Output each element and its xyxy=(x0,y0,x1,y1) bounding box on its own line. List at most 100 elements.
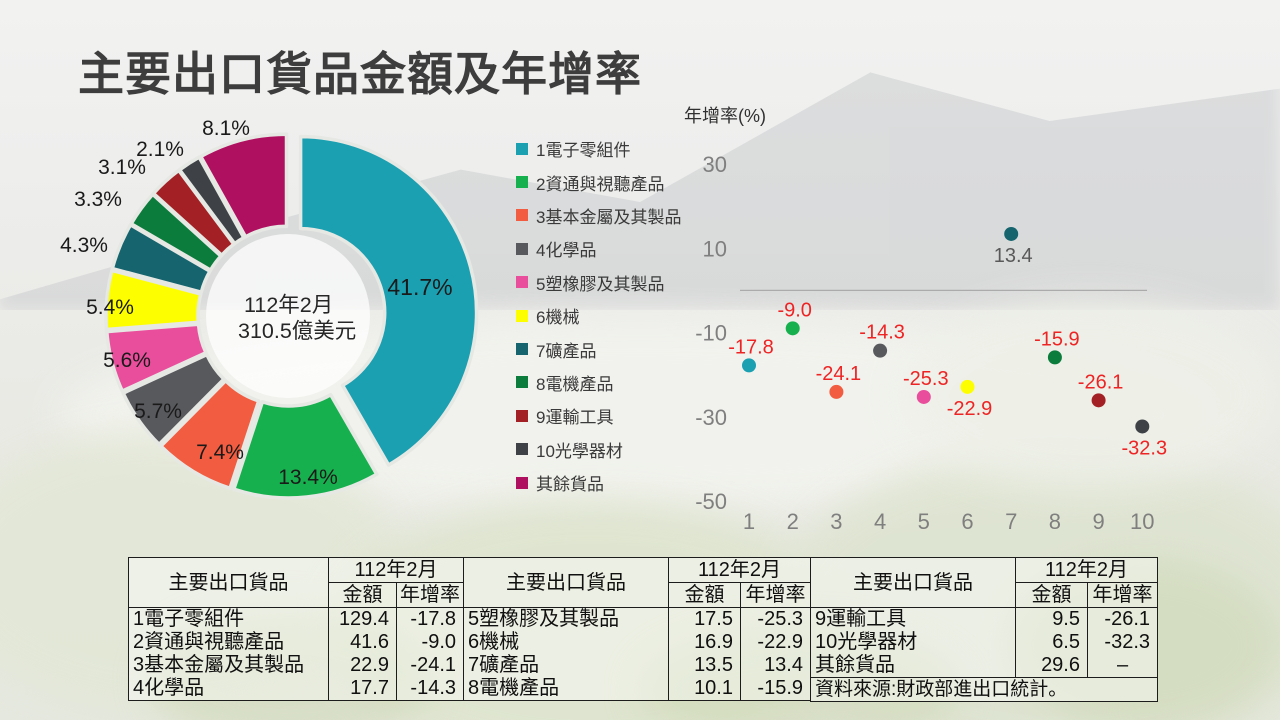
scatter-point xyxy=(785,321,800,336)
amount-cell: 29.6 xyxy=(1015,654,1088,678)
donut-slice xyxy=(121,352,226,447)
legend-label: 1電子零組件 xyxy=(536,141,631,161)
item-name-cell: 其餘貨品 xyxy=(810,654,1016,678)
x-tick-label: 4 xyxy=(874,509,886,534)
col-header-amount: 金額 xyxy=(1015,582,1088,608)
scatter-point xyxy=(742,358,756,373)
legend-item: 1電子零組件 xyxy=(516,132,681,165)
growth-rate-cell: -32.3 xyxy=(1087,631,1158,654)
table-row: 10光學器材 6.5 -32.3 xyxy=(810,631,1158,654)
table-row: 其餘貨品 29.6– xyxy=(810,654,1158,678)
legend-label: 6機械 xyxy=(536,308,580,328)
x-tick-label: 10 xyxy=(1130,509,1154,534)
col-header-rate: 年增率 xyxy=(1087,582,1158,608)
col-header-item: 主要出口貨品 xyxy=(463,557,669,608)
legend-label: 4化學品 xyxy=(536,241,597,261)
legend-item: 6機械 xyxy=(516,299,681,332)
y-tick-label: -50 xyxy=(695,489,727,514)
item-name-cell: 2資通與視聽產品 xyxy=(128,631,329,654)
scatter-point xyxy=(916,389,931,404)
y-tick-label: -30 xyxy=(695,405,727,430)
y-tick-label: -10 xyxy=(695,321,727,346)
legend-swatch-icon xyxy=(516,276,528,289)
donut-slice-label: 3.1% xyxy=(98,156,146,179)
item-name-cell: 10光學器材 xyxy=(810,631,1016,654)
scatter-point xyxy=(1004,226,1019,241)
x-tick-label: 2 xyxy=(787,509,799,534)
legend-item: 其餘貨品 xyxy=(516,466,681,499)
donut-hole xyxy=(206,234,370,398)
donut-slice xyxy=(232,392,379,500)
scatter-point xyxy=(1135,419,1150,434)
item-name-cell: 8電機產品 xyxy=(463,677,669,701)
donut-center-label: 112年2月 xyxy=(244,293,333,317)
table-row: 3基本金屬及其製品 22.9 -24.1 xyxy=(128,654,464,677)
x-tick-label: 1 xyxy=(743,509,755,534)
col-header-rate: 年增率 xyxy=(740,582,811,608)
source-row: 資料來源:財政部進出口統計。 xyxy=(810,677,1158,702)
legend-label: 8電機產品 xyxy=(536,374,614,394)
col-header-period: 112年2月 xyxy=(668,557,811,583)
legend-swatch-icon xyxy=(516,209,528,222)
growth-rate-cell: -22.9 xyxy=(740,631,811,654)
legend-item: 4化學品 xyxy=(516,232,681,265)
legend-label: 其餘貨品 xyxy=(536,475,604,495)
scatter-point xyxy=(829,384,844,399)
amount-cell: 17.7 xyxy=(328,677,397,701)
legend-item: 9運輸工具 xyxy=(516,399,681,432)
point-value-label: -9.0 xyxy=(777,299,811,321)
point-value-label: -24.1 xyxy=(816,363,862,385)
donut-slice-label: 41.7% xyxy=(387,274,452,300)
point-value-label: -22.9 xyxy=(947,398,993,420)
col-header-rate: 年增率 xyxy=(396,582,464,608)
point-value-label: 13.4 xyxy=(994,245,1033,267)
amount-cell: 13.5 xyxy=(668,654,741,677)
legend-item: 7礦產品 xyxy=(516,332,681,365)
donut-slice-label: 5.6% xyxy=(103,349,151,372)
legend-item: 3基本金屬及其製品 xyxy=(516,199,681,232)
amount-cell: 22.9 xyxy=(328,654,397,677)
item-name-cell: 5塑橡膠及其製品 xyxy=(463,607,669,631)
legend: 1電子零組件 2資通與視聽產品 3基本金屬及其製品 4化學品 5塑橡膠及其製品 6機械 7礦… xyxy=(516,132,681,499)
legend-swatch-icon xyxy=(516,242,528,255)
table-row: 6機械 16.9 -22.9 xyxy=(463,631,811,654)
legend-item: 2資通與視聽產品 xyxy=(516,165,681,198)
export-table-3: 主要出口貨品 112年2月 金額 年增率 9運輸工具 9.5 -26.1 10光學器材 6.5-… xyxy=(810,557,1158,702)
growth-rate-cell: -15.9 xyxy=(740,677,811,701)
item-name-cell: 3基本金屬及其製品 xyxy=(128,654,329,677)
export-table-2: 主要出口貨品 112年2月 金額 年增率 5塑橡膠及其製品 17.5 -25.3 6機械 16.… xyxy=(463,557,811,701)
y-tick-label: 10 xyxy=(703,236,727,261)
legend-item: 5塑橡膠及其製品 xyxy=(516,266,681,299)
growth-rate-cell: -17.8 xyxy=(396,607,464,631)
table-row: 4化學品 17.7 -14.3 xyxy=(128,677,464,701)
point-value-label: -26.1 xyxy=(1078,371,1124,393)
x-tick-label: 6 xyxy=(961,509,973,534)
col-header-period: 112年2月 xyxy=(328,557,464,583)
scatter-point xyxy=(960,379,975,394)
amount-cell: 17.5 xyxy=(668,607,741,631)
donut-slice-label: 4.3% xyxy=(60,234,108,257)
point-value-label: -25.3 xyxy=(903,368,949,390)
donut-slice-label: 13.4% xyxy=(278,466,338,489)
table-row: 8電機產品 10.1 -15.9 xyxy=(463,677,811,701)
growth-rate-cell: -9.0 xyxy=(396,631,464,654)
legend-label: 5塑橡膠及其製品 xyxy=(536,274,665,294)
growth-rate-cell: -14.3 xyxy=(396,677,464,701)
item-name-cell: 4化學品 xyxy=(128,677,329,701)
donut-slice-label: 3.3% xyxy=(74,188,122,211)
col-header-amount: 金額 xyxy=(668,582,741,608)
x-tick-label: 8 xyxy=(1049,509,1061,534)
donut-slice-label: 7.4% xyxy=(196,441,244,464)
scatter-chart: 年增率(%) 30 10 -10 -30 -50 1 2 3 4 5 6 7 8 9 10 -17.8-9.0 -… xyxy=(684,106,1167,534)
table-row: 9運輸工具 9.5 -26.1 xyxy=(810,607,1158,631)
x-tick-label: 7 xyxy=(1005,509,1017,534)
point-value-label: -14.3 xyxy=(859,322,905,344)
col-header-amount: 金額 xyxy=(328,582,397,608)
point-value-label: -15.9 xyxy=(1034,328,1080,350)
donut-slice-label: 5.7% xyxy=(134,400,182,423)
donut-slice-label: 2.1% xyxy=(136,138,184,161)
legend-swatch-icon xyxy=(516,409,528,422)
x-tick-label: 5 xyxy=(918,509,930,534)
table-row: 5塑橡膠及其製品 17.5 -25.3 xyxy=(463,607,811,631)
